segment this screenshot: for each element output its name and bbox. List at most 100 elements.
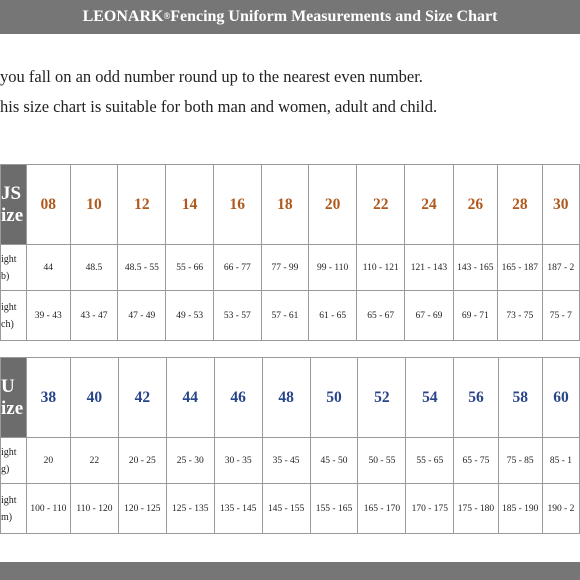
row-label-line: ch)	[1, 318, 14, 330]
us-size-cell: 10	[69, 164, 119, 245]
us-size-cell: 16	[212, 164, 262, 245]
eu-height-cell: 125 - 135	[165, 483, 215, 534]
us-weight-cell: 110 - 121	[356, 244, 406, 291]
eu-weight-cell: 22	[69, 437, 119, 484]
eu-header-line: ize	[1, 397, 24, 419]
us-size-cell: 30	[541, 164, 580, 245]
us-height-cell: 39 - 43	[25, 290, 71, 341]
brand-name: LEONARK	[82, 8, 164, 25]
row-label-line: ight	[1, 494, 17, 506]
note-suitability: his size chart is suitable for both man …	[0, 97, 438, 116]
eu-size-cell: 40	[69, 357, 119, 438]
row-label-line: ight	[1, 446, 17, 458]
eu-height-cell: 120 - 125	[117, 483, 167, 534]
us-weight-cell: 99 - 110	[308, 244, 358, 291]
us-size-cell: 12	[117, 164, 167, 245]
us-size-cell: 08	[25, 164, 71, 245]
row-label-line: g)	[1, 463, 10, 475]
bottom-bar	[0, 562, 580, 580]
eu-height-cell: 135 - 145	[213, 483, 263, 534]
eu-weight-label: ight g)	[0, 437, 27, 484]
us-height-cell: 69 - 71	[452, 290, 499, 341]
eu-size-cell: 52	[357, 357, 407, 438]
eu-size-cell: 58	[497, 357, 543, 438]
eu-size-header: U ize	[0, 357, 27, 438]
us-height-cell: 53 - 57	[212, 290, 262, 341]
eu-height-row: ight m) 100 - 110 110 - 120 120 - 125 12…	[0, 483, 580, 534]
eu-size-cell: 56	[453, 357, 499, 438]
eu-height-cell: 155 - 165	[309, 483, 359, 534]
eu-weight-cell: 20 - 25	[117, 437, 167, 484]
eu-height-cell: 145 - 155	[261, 483, 311, 534]
us-size-table: JS ize 08 10 12 14 16 18 20 22 24 26 28 …	[0, 164, 580, 341]
row-label-line: ight	[1, 301, 17, 313]
eu-size-cell: 46	[213, 357, 263, 438]
us-header-line: ize	[1, 204, 24, 226]
eu-weight-cell: 55 - 65	[405, 437, 455, 484]
eu-weight-cell: 45 - 50	[309, 437, 359, 484]
us-header-line: JS	[1, 182, 22, 204]
eu-weight-cell: 20	[25, 437, 71, 484]
us-height-row: ight ch) 39 - 43 43 - 47 47 - 49 49 - 53…	[0, 290, 580, 341]
us-size-row: JS ize 08 10 12 14 16 18 20 22 24 26 28 …	[0, 164, 580, 245]
us-weight-cell: 66 - 77	[212, 244, 262, 291]
eu-height-cell: 170 - 175	[405, 483, 455, 534]
us-weight-row: ight b) 44 48.5 48.5 - 55 55 - 66 66 - 7…	[0, 244, 580, 291]
eu-height-cell: 100 - 110	[25, 483, 71, 534]
us-height-cell: 73 - 75	[497, 290, 543, 341]
row-label-line: ight	[1, 253, 17, 265]
us-weight-label: ight b)	[0, 244, 27, 291]
eu-weight-row: ight g) 20 22 20 - 25 25 - 30 30 - 35 35…	[0, 437, 580, 484]
us-height-cell: 61 - 65	[308, 290, 358, 341]
row-label-line: b)	[1, 270, 10, 282]
registered-mark: ®	[163, 11, 171, 21]
us-size-cell: 20	[308, 164, 358, 245]
eu-size-table: U ize 38 40 42 44 46 48 50 52 54 56 58 6…	[0, 357, 580, 534]
page-title: Fencing Uniform Measurements and Size Ch…	[170, 8, 498, 25]
us-weight-cell: 165 - 187	[497, 244, 543, 291]
eu-size-cell: 60	[541, 357, 580, 438]
eu-size-cell: 44	[165, 357, 215, 438]
row-label-line: m)	[1, 511, 13, 523]
eu-weight-cell: 50 - 55	[357, 437, 407, 484]
eu-weight-cell: 85 - 1	[541, 437, 580, 484]
eu-weight-cell: 75 - 85	[497, 437, 543, 484]
us-size-cell: 24	[404, 164, 454, 245]
eu-size-cell: 50	[309, 357, 359, 438]
us-height-cell: 67 - 69	[404, 290, 454, 341]
eu-size-cell: 38	[25, 357, 71, 438]
us-height-cell: 43 - 47	[69, 290, 119, 341]
us-height-cell: 57 - 61	[260, 290, 310, 341]
title-bar: LEONARK ® Fencing Uniform Measurements an…	[0, 0, 580, 34]
us-height-cell: 75 - 7	[541, 290, 580, 341]
us-weight-cell: 48.5	[69, 244, 119, 291]
us-size-cell: 26	[452, 164, 499, 245]
us-weight-cell: 55 - 66	[165, 244, 214, 291]
us-weight-cell: 187 - 2	[541, 244, 580, 291]
us-weight-cell: 44	[25, 244, 71, 291]
us-height-label: ight ch)	[0, 290, 27, 341]
us-size-header: JS ize	[0, 164, 27, 245]
eu-weight-cell: 30 - 35	[213, 437, 263, 484]
eu-weight-cell: 25 - 30	[165, 437, 215, 484]
eu-height-cell: 185 - 190	[497, 483, 543, 534]
us-size-cell: 28	[497, 164, 543, 245]
us-size-cell: 14	[165, 164, 214, 245]
eu-size-cell: 48	[261, 357, 311, 438]
eu-header-line: U	[1, 375, 15, 397]
eu-size-cell: 42	[117, 357, 167, 438]
eu-size-row: U ize 38 40 42 44 46 48 50 52 54 56 58 6…	[0, 357, 580, 438]
us-size-cell: 22	[356, 164, 406, 245]
us-height-cell: 65 - 67	[356, 290, 406, 341]
us-height-cell: 49 - 53	[165, 290, 214, 341]
us-weight-cell: 143 - 165	[452, 244, 499, 291]
eu-weight-cell: 35 - 45	[261, 437, 311, 484]
eu-height-cell: 190 - 2	[541, 483, 580, 534]
us-height-cell: 47 - 49	[117, 290, 167, 341]
eu-size-cell: 54	[405, 357, 455, 438]
eu-height-cell: 165 - 170	[357, 483, 407, 534]
eu-height-label: ight m)	[0, 483, 27, 534]
eu-height-cell: 110 - 120	[69, 483, 119, 534]
us-weight-cell: 48.5 - 55	[117, 244, 167, 291]
eu-weight-cell: 65 - 75	[453, 437, 499, 484]
